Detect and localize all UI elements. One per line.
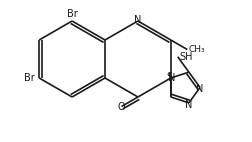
Text: Br: Br [67,9,77,19]
Text: CH₃: CH₃ [187,45,204,54]
Text: Br: Br [24,73,35,83]
Text: SH: SH [179,52,193,62]
Text: S: S [166,72,172,82]
Text: N: N [134,15,141,25]
Text: O: O [117,103,125,112]
Text: N: N [196,84,203,94]
Text: N: N [184,100,192,110]
Text: N: N [168,73,175,83]
